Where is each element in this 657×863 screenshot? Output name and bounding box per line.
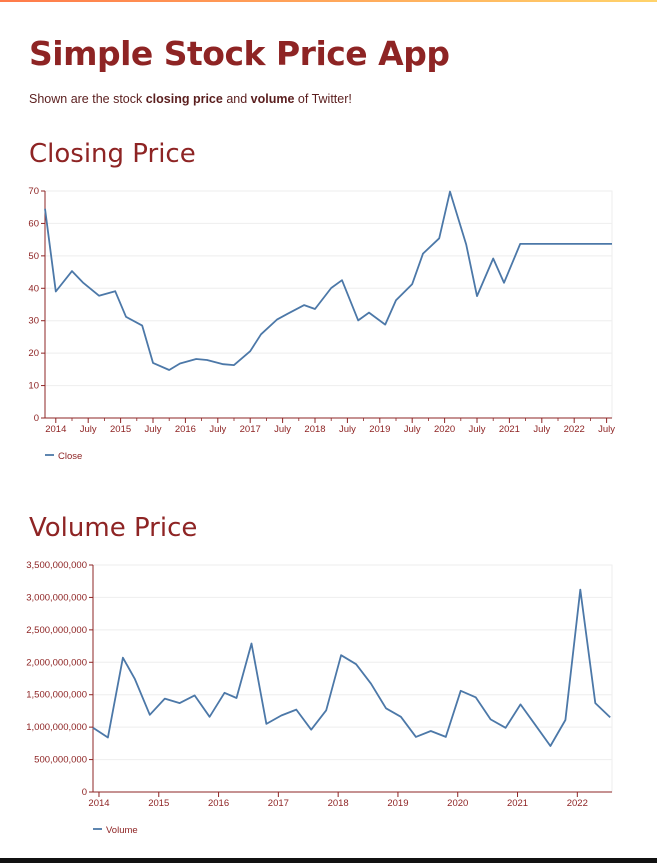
- x-tick-label: 2015: [110, 424, 131, 435]
- page-description: Shown are the stock closing price and vo…: [29, 92, 352, 106]
- x-tick-label: 2021: [499, 424, 520, 435]
- header-decoration-bar: [0, 0, 657, 2]
- x-tick-label: July: [469, 424, 486, 435]
- y-tick-label: 2,000,000,000: [26, 657, 87, 668]
- x-tick-label: July: [209, 424, 226, 435]
- x-tick-label: 2014: [88, 798, 109, 809]
- y-tick-label: 10: [28, 381, 39, 392]
- x-tick-label: 2018: [328, 798, 349, 809]
- y-tick-label: 30: [28, 316, 39, 327]
- x-tick-label: 2016: [208, 798, 229, 809]
- closing-price-chart[interactable]: 0 10 20 30 40 50 60 70 2014 July 2015 July 2016 July 2…: [0, 178, 657, 478]
- x-tick-label: 2020: [447, 798, 468, 809]
- x-tick-label: July: [598, 424, 615, 435]
- x-tick-label: July: [80, 424, 97, 435]
- x-tick-label: July: [533, 424, 550, 435]
- x-tick-label: 2022: [564, 424, 585, 435]
- y-tick-label: 1,500,000,000: [26, 690, 87, 701]
- x-tick-label: 2021: [507, 798, 528, 809]
- x-tick-label: 2019: [369, 424, 390, 435]
- description-suffix: of Twitter!: [294, 92, 352, 106]
- x-tick-label: 2019: [387, 798, 408, 809]
- y-tick-label: 0: [82, 787, 87, 798]
- y-tick-label: 20: [28, 348, 39, 359]
- x-tick-label: July: [404, 424, 421, 435]
- x-tick-label: 2022: [567, 798, 588, 809]
- page-title: Simple Stock Price App: [29, 34, 450, 73]
- plot-frame: [92, 564, 613, 793]
- plot-frame: [44, 190, 613, 419]
- footer-decoration-bar: [0, 858, 657, 863]
- volume-price-heading: Volume Price: [29, 513, 198, 543]
- y-tick-label: 2,500,000,000: [26, 625, 87, 636]
- description-closing-price: closing price: [145, 92, 223, 106]
- closing-price-heading: Closing Price: [29, 139, 196, 169]
- y-tick-label: 60: [28, 218, 39, 229]
- x-tick-label: 2018: [304, 424, 325, 435]
- x-tick-label: July: [274, 424, 291, 435]
- x-tick-label: 2020: [434, 424, 455, 435]
- y-tick-label: 3,000,000,000: [26, 592, 87, 603]
- y-tick-label: 1,000,000,000: [26, 722, 87, 733]
- volume-series-line: [92, 588, 611, 747]
- volume-price-chart[interactable]: 0 500,000,000 1,000,000,000 1,500,000,000 2,…: [0, 552, 657, 852]
- legend-label-close: Close: [58, 451, 82, 462]
- x-tick-label: 2016: [175, 424, 196, 435]
- description-prefix: Shown are the stock: [29, 92, 146, 106]
- close-series-line: [44, 190, 612, 371]
- description-volume: volume: [250, 92, 295, 106]
- x-tick-label: 2015: [148, 798, 169, 809]
- x-tick-label: 2017: [240, 424, 261, 435]
- y-tick-label: 0: [34, 413, 39, 424]
- y-tick-label: 40: [28, 283, 39, 294]
- description-mid: and: [222, 92, 251, 106]
- x-tick-label: July: [145, 424, 162, 435]
- y-tick-label: 500,000,000: [34, 755, 87, 766]
- x-tick-label: 2014: [45, 424, 66, 435]
- legend-label-volume: Volume: [106, 825, 138, 836]
- y-tick-label: 3,500,000,000: [26, 560, 87, 571]
- x-tick-label: 2017: [268, 798, 289, 809]
- x-tick-label: July: [339, 424, 356, 435]
- y-tick-label: 70: [28, 186, 39, 197]
- y-tick-label: 50: [28, 251, 39, 262]
